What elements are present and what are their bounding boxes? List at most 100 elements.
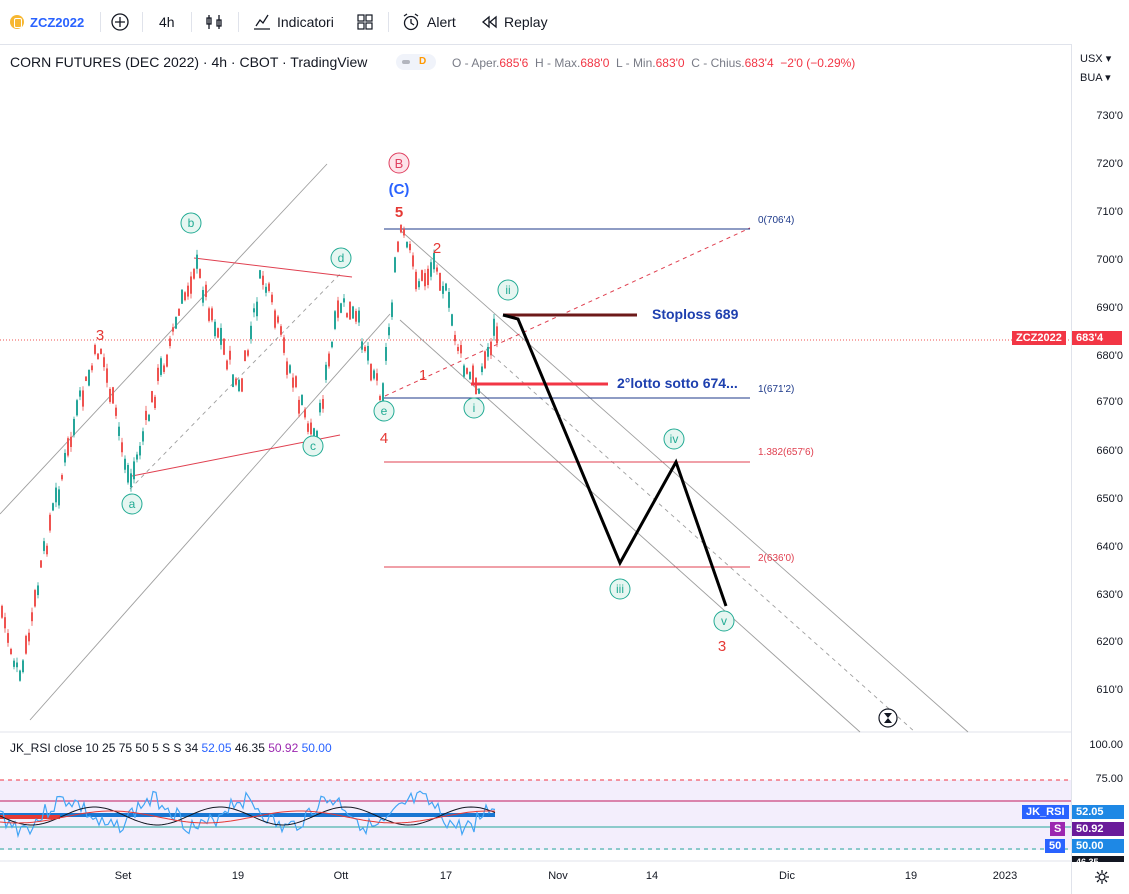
low-label: L - Min. [616, 56, 656, 70]
coin-icon [10, 15, 24, 29]
data-badge[interactable]: D [396, 54, 436, 70]
alert-label: Alert [427, 14, 456, 30]
wave-b-circle [388, 152, 410, 174]
rsi-legend[interactable]: JK_RSI close 10 25 75 50 5 S S 34 52.05 … [10, 741, 332, 755]
candle-body [157, 367, 159, 381]
candle-body [112, 387, 114, 404]
wave-circle-iii [609, 578, 631, 600]
candle-body [241, 378, 243, 392]
candle-body [427, 268, 429, 286]
candle-body [256, 301, 258, 317]
interval-button[interactable]: 4h [159, 14, 175, 30]
candle-body [298, 399, 300, 414]
high-value: 688'0 [580, 56, 610, 70]
candle-body [448, 291, 450, 308]
wave-label-4: 4 [380, 430, 388, 447]
price-tick-label: 640'0 [1096, 541, 1123, 553]
candle-body [382, 383, 384, 401]
candle-body [487, 346, 489, 357]
candle-body [337, 300, 339, 318]
badge-dot-icon [402, 60, 410, 64]
close-value: 683'4 [744, 56, 774, 70]
rsi-value-2: 46.35 [234, 741, 265, 755]
wave-labels: B (C) 5 2 1 4 3 3 [96, 152, 726, 655]
price-tick-label: 690'0 [1096, 302, 1123, 314]
price-tick-label: 710'0 [1096, 206, 1123, 218]
candle-body [247, 350, 249, 356]
candle-body [232, 374, 234, 387]
candle-body [40, 560, 42, 568]
time-tick-label: 17 [439, 870, 453, 882]
settings-button[interactable] [1094, 869, 1110, 888]
symbol-name: ZCZ2022 [30, 14, 85, 30]
wave-label-2: 2 [433, 240, 441, 257]
projection-path[interactable] [502, 313, 728, 607]
candle-body [73, 418, 75, 436]
wave-label-d: d [338, 251, 345, 265]
candle-body [400, 224, 402, 233]
candle-body [13, 660, 15, 667]
candle-body [106, 368, 108, 383]
candle-body [469, 371, 471, 380]
candles-icon [206, 15, 222, 29]
price-tick-label: 650'0 [1096, 493, 1123, 505]
time-tick-label: Ott [333, 870, 349, 882]
rsi-line [0, 790, 496, 839]
layout-button[interactable] [356, 0, 374, 44]
alert-button[interactable]: Alert [401, 0, 456, 44]
rsi-tag-name: S [1050, 822, 1066, 836]
candle-body [49, 514, 51, 531]
candle-body [64, 452, 66, 463]
price-tick-label: 620'0 [1096, 636, 1123, 648]
candle-body [286, 361, 288, 375]
price-axis[interactable]: USX ▾ BUA ▾ [1071, 44, 1129, 894]
wave-circle-i [463, 397, 485, 419]
candle-body [166, 354, 168, 367]
candle-body [178, 308, 180, 316]
candle-body [418, 281, 420, 288]
candle-body [376, 373, 378, 381]
price-tick-label: 610'0 [1096, 684, 1123, 696]
candle-body [352, 306, 354, 319]
chart-type-button[interactable] [204, 0, 224, 44]
candles [1, 224, 498, 682]
channel-mid-left [129, 273, 341, 490]
candle-body [70, 436, 72, 447]
wave-label-iv: iv [670, 432, 679, 446]
candle-body [82, 390, 84, 407]
currency-select[interactable]: USX ▾ [1080, 52, 1111, 65]
candle-body [373, 370, 375, 379]
replay-button[interactable]: Replay [480, 0, 548, 44]
price-tick-label: 660'0 [1096, 445, 1123, 457]
candle-body [76, 400, 78, 416]
alarm-clock-icon [403, 13, 419, 31]
indicators-icon [254, 14, 270, 30]
symbol-search[interactable]: ZCZ2022 [10, 0, 84, 44]
wave-label-b: b [188, 216, 195, 230]
wave-circle-d [330, 247, 352, 269]
timer-button[interactable] [878, 708, 898, 728]
unit-select[interactable]: BUA ▾ [1080, 71, 1111, 84]
indicators-button[interactable]: Indicatori [252, 0, 334, 44]
replay-label: Replay [504, 14, 548, 30]
price-chart[interactable]: 0(706'4) 1(671'2) 1.382(657'6) 2(636'0) … [0, 44, 1071, 894]
time-tick-label: 14 [645, 870, 659, 882]
candle-body [133, 461, 135, 480]
candle-body [226, 360, 228, 370]
candle-body [46, 545, 48, 555]
compare-button[interactable] [110, 0, 130, 44]
time-tick-label: 19 [904, 870, 918, 882]
candle-body [43, 541, 45, 551]
candle-body [205, 284, 207, 297]
candle-body [103, 357, 105, 368]
candle-body [328, 353, 330, 367]
candle-body [34, 590, 36, 607]
candle-body [430, 262, 432, 277]
candle-body [94, 344, 96, 354]
rsi-legend-name: JK_RSI close 10 25 75 50 5 S S 34 [10, 741, 199, 755]
candle-body [175, 316, 177, 329]
rsi-tag-value: 50.00 [1072, 839, 1124, 853]
rsi-tag-partial: 46.35 [1072, 856, 1124, 862]
candle-body [79, 390, 81, 397]
candle-body [478, 388, 480, 394]
